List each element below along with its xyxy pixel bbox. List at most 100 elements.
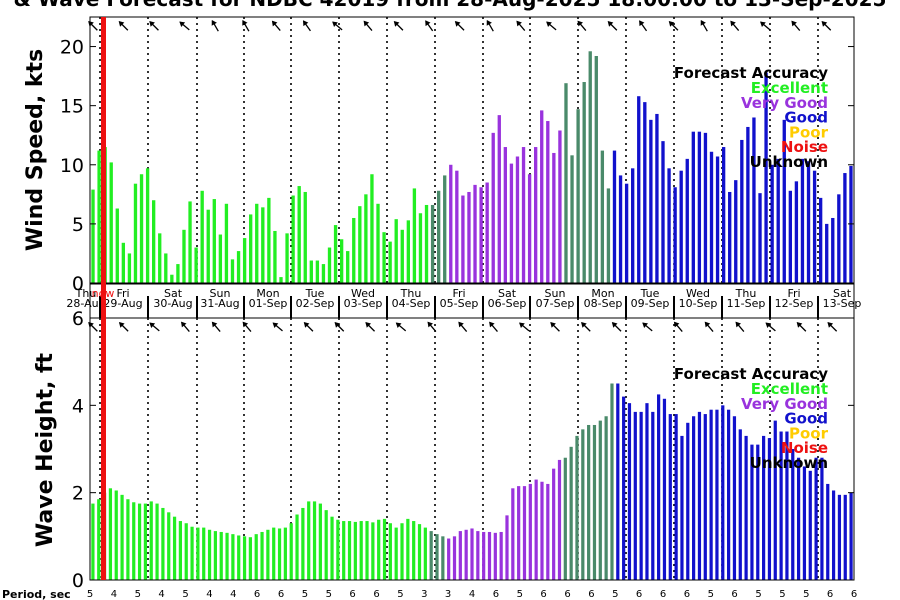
wave-y-tick-label: 6 — [72, 308, 84, 330]
wave-y-tick-label: 0 — [72, 570, 84, 592]
period-value: 6 — [278, 589, 284, 600]
day-date-label: 03-Sep — [344, 297, 383, 310]
wave-bar — [406, 518, 410, 580]
wind-bar — [588, 51, 592, 283]
period-value: 6 — [373, 589, 379, 600]
wave-bar — [149, 501, 153, 580]
wind-bar — [382, 232, 386, 283]
wave-bar — [289, 523, 293, 580]
wind-bar — [358, 206, 362, 283]
wave-bar — [616, 383, 620, 580]
wave-arrow-icon — [303, 322, 314, 332]
period-value: 5 — [517, 589, 523, 600]
wave-legend-entry: Good — [784, 410, 828, 428]
wind-bar — [782, 119, 786, 283]
wind-bar — [279, 277, 283, 283]
wave-y-axis-label: Wave Height, ft — [33, 352, 58, 547]
wind-bar — [509, 163, 514, 283]
wind-y-tick-label: 10 — [60, 155, 84, 177]
wave-arrow-icon — [211, 321, 221, 333]
wind-bar — [788, 190, 792, 283]
wind-bar — [649, 119, 653, 283]
wave-bar — [464, 529, 468, 580]
period-value: 3 — [421, 589, 427, 600]
wave-arrow-icon — [489, 321, 498, 333]
wave-bar — [651, 411, 655, 580]
wave-bar — [225, 532, 229, 580]
wind-arrow-icon — [179, 21, 190, 31]
wind-y-axis-label: Wind Speed, kts — [23, 49, 48, 251]
wind-bar — [758, 193, 762, 283]
wind-bar — [327, 247, 332, 283]
wave-y-tick-label: 2 — [72, 483, 84, 505]
day-weekday-label: Thu — [400, 287, 422, 300]
period-value: 4 — [111, 589, 117, 600]
wind-legend-entry: Very Good — [741, 94, 828, 112]
period-value: 5 — [135, 589, 141, 600]
wind-bar — [734, 180, 738, 283]
period-value: 5 — [397, 589, 403, 600]
wind-bar — [188, 201, 192, 283]
wind-arrow-icon — [454, 21, 465, 31]
wave-legend-entry: Unknown — [750, 454, 828, 472]
wave-bar — [237, 535, 241, 580]
wave-bar — [528, 483, 532, 580]
day-date-label: 07-Sep — [536, 297, 575, 310]
wave-bar — [581, 429, 585, 580]
wind-bar — [800, 158, 805, 283]
wind-bar — [370, 174, 374, 283]
wave-arrow-icon — [611, 322, 622, 332]
wave-bar — [727, 409, 731, 580]
wave-bar — [796, 457, 801, 580]
wave-bar — [359, 521, 363, 580]
day-weekday-label: Sat — [498, 287, 517, 300]
wind-bar — [770, 164, 774, 283]
wave-y-tick-label: 4 — [72, 395, 84, 417]
wind-y-tick-label: 5 — [72, 214, 84, 236]
day-date-label: 31-Aug — [200, 297, 239, 310]
wind-bar — [715, 156, 720, 283]
wave-bar — [126, 499, 130, 580]
wind-arrow-icon — [730, 20, 740, 32]
period-value: 6 — [588, 589, 594, 600]
wind-bar — [691, 131, 695, 283]
wave-legend-entry: Excellent — [751, 380, 828, 398]
period-value: 5 — [803, 589, 809, 600]
wave-y-ticks: 0 2 4 6 — [72, 308, 854, 592]
wave-bar — [773, 420, 777, 580]
wind-bar — [170, 274, 174, 283]
wind-bar — [721, 147, 726, 283]
wave-bar — [849, 492, 853, 580]
wave-bar — [482, 531, 486, 580]
wave-bar — [674, 414, 678, 580]
wave-arrow-icon — [181, 321, 190, 333]
wave-bar — [377, 519, 381, 580]
wave-bar — [178, 521, 182, 580]
period-value: 6 — [851, 589, 857, 600]
wind-legend-entry: Excellent — [751, 79, 828, 97]
wind-direction-arrows — [88, 19, 832, 32]
wind-bar — [624, 183, 629, 283]
wind-bar — [273, 230, 277, 283]
wave-bar — [657, 394, 661, 580]
wave-bar — [248, 537, 252, 580]
wind-bar — [430, 204, 435, 283]
wave-bar — [452, 536, 457, 580]
wind-y-ticks: 0 5 10 15 20 — [60, 37, 854, 295]
wave-bar — [750, 444, 754, 580]
wind-arrow-icon — [393, 21, 404, 31]
wave-bar — [184, 523, 188, 580]
day-date-label: 09-Sep — [631, 297, 670, 310]
wind-bar — [412, 188, 417, 283]
wave-arrow-icon — [550, 322, 560, 332]
wind-bar — [164, 253, 168, 283]
wind-bar — [346, 251, 350, 283]
wind-bar — [315, 260, 320, 283]
wave-bar — [767, 438, 772, 580]
wave-bar — [826, 483, 830, 580]
wind-arrow-icon — [639, 20, 648, 32]
wave-bar — [645, 403, 649, 580]
wave-bar — [785, 431, 789, 580]
wave-bar — [312, 501, 317, 580]
wind-arrow-icon — [700, 19, 708, 32]
